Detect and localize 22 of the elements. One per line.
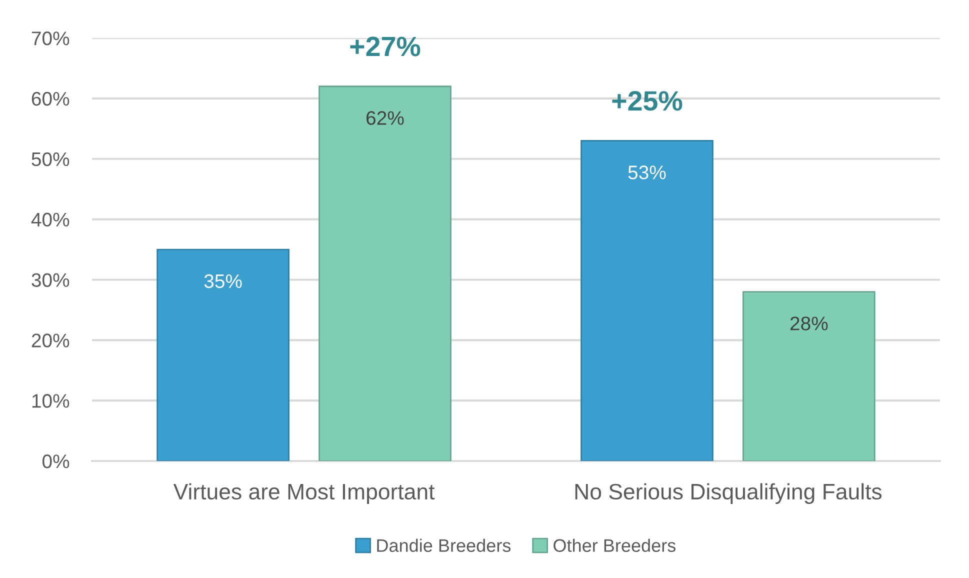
bar xyxy=(742,291,876,462)
legend-label: Other Breeders xyxy=(554,538,676,552)
y-tick-label: 50% xyxy=(32,152,70,166)
y-tick-label: 10% xyxy=(32,394,70,408)
annotation: +27% xyxy=(350,36,420,56)
bar xyxy=(156,248,290,462)
data-label: 35% xyxy=(204,274,242,288)
legend-label: Dandie Breeders xyxy=(377,538,511,552)
annotation: +25% xyxy=(612,91,682,111)
bar xyxy=(580,140,714,462)
data-label: 28% xyxy=(790,316,828,330)
x-tick-label: Virtues are Most Important xyxy=(173,483,435,504)
y-tick-label: 0% xyxy=(42,454,70,468)
y-tick-label: 30% xyxy=(32,273,70,287)
y-tick-label: 20% xyxy=(32,334,70,348)
y-tick-label: 70% xyxy=(32,32,70,46)
x-tick-label: No Serious Disqualifying Faults xyxy=(575,483,882,504)
data-label: 62% xyxy=(366,111,404,125)
data-label: 53% xyxy=(628,166,666,180)
y-tick-label: 40% xyxy=(31,212,70,227)
y-tick-label: 60% xyxy=(32,92,70,106)
bar xyxy=(318,86,452,462)
